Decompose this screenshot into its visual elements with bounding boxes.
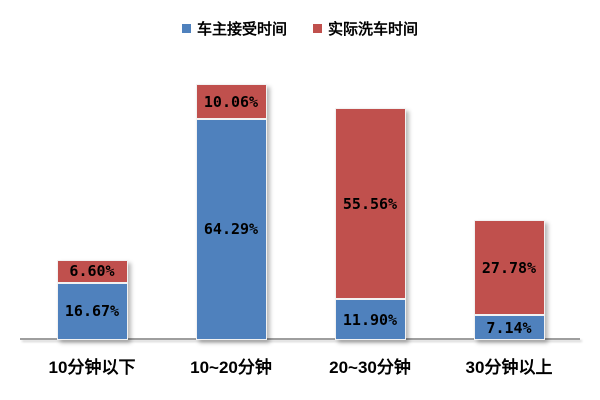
bar-segment: 55.56% [334,108,406,300]
bar-segment: 6.60% [56,260,128,283]
bar-segment: 64.29% [195,119,267,340]
bar-group: 64.29% 10.06% [195,84,267,340]
value-label: 16.67% [64,302,120,321]
value-label: 10.06% [203,92,259,111]
legend-swatch-red [313,24,322,33]
legend-swatch-blue [181,24,191,33]
legend-label-accepted-time: 车主接受时间 [196,21,287,38]
value-label: 11.90% [342,310,398,329]
legend-label-actual-time: 实际洗车时间 [328,21,419,38]
bar-segment: 11.90% [334,299,406,340]
bar-group: 16.67% 6.60% [56,260,128,340]
category-label: 20~30分钟 [329,358,411,377]
bar-group: 7.14% 27.78% [473,219,545,340]
value-label: 6.60% [69,262,115,281]
bar-segment: 27.78% [473,219,545,316]
x-axis-line [20,338,580,340]
category-label: 10~20分钟 [190,358,272,377]
legend: 车主接受时间 实际洗车时间 [0,18,600,39]
bar-segment: 7.14% [473,315,545,340]
category-label: 10分钟以下 [48,358,136,377]
value-label: 55.56% [342,194,398,213]
value-label: 27.78% [481,258,537,277]
bar-group: 11.90% 55.56% [334,108,406,340]
legend-item-accepted-time: 车主接受时间 [181,18,287,39]
legend-item-actual-time: 实际洗车时间 [313,18,418,39]
bar-segment: 10.06% [195,84,267,119]
bar-segment: 16.67% [56,282,128,340]
value-label: 7.14% [486,318,532,337]
value-label: 64.29% [203,220,259,239]
category-label: 30分钟以上 [465,358,553,377]
